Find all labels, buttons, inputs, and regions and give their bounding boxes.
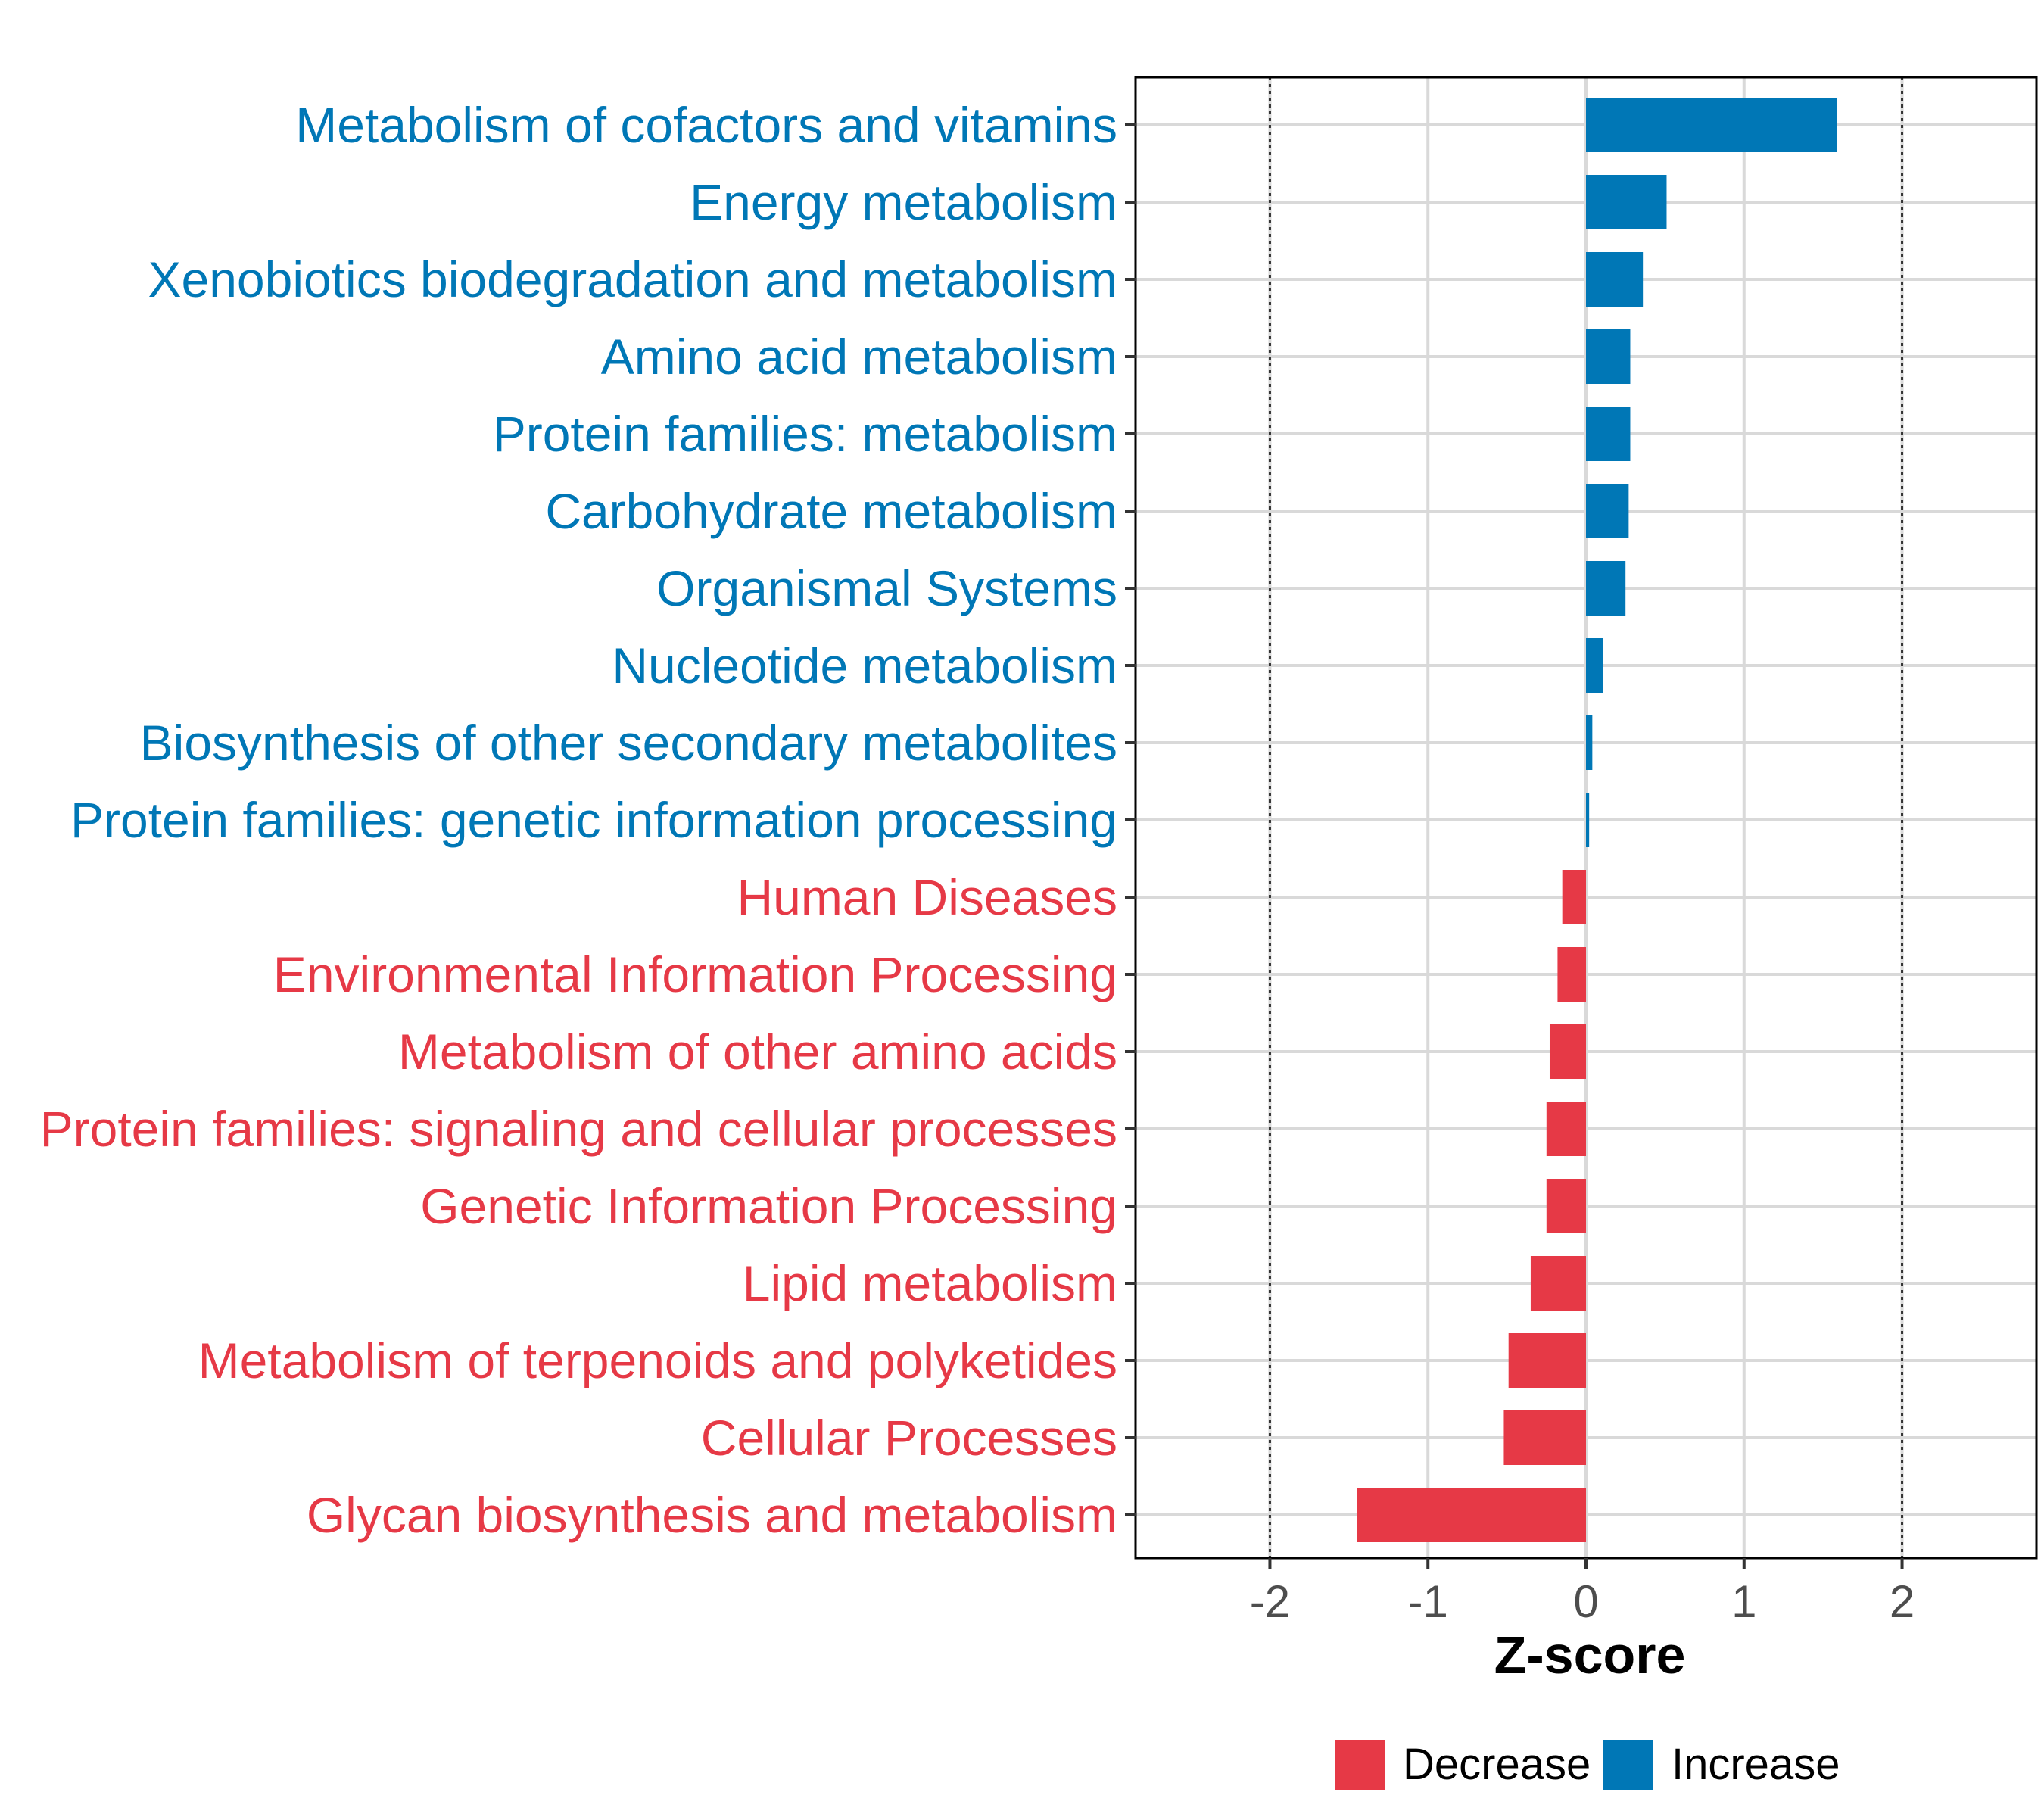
- category-label: Carbohydrate metabolism: [545, 483, 1117, 539]
- bar-increase: [1586, 561, 1626, 616]
- bar-decrease: [1562, 870, 1586, 924]
- category-label: Metabolism of other amino acids: [398, 1024, 1117, 1080]
- legend-key-decrease: [1335, 1740, 1385, 1790]
- bar-decrease: [1546, 1102, 1586, 1156]
- bar-decrease: [1530, 1256, 1586, 1311]
- x-tick-label: -2: [1250, 1576, 1290, 1627]
- bar-increase: [1586, 638, 1603, 693]
- bar-decrease: [1503, 1410, 1586, 1465]
- bar-increase: [1586, 175, 1667, 229]
- x-tick-label: 1: [1731, 1576, 1756, 1627]
- y-axis-labels: Metabolism of cofactors and vitamins Ener…: [40, 97, 1117, 1543]
- category-label: Biosynthesis of other secondary metaboli…: [140, 715, 1117, 771]
- category-label: Xenobiotics biodegradation and metabolis…: [148, 251, 1118, 307]
- category-label: Amino acid metabolism: [601, 329, 1117, 385]
- legend-key-increase: [1603, 1740, 1653, 1790]
- category-label: Metabolism of terpenoids and polyketides: [198, 1332, 1117, 1388]
- legend-item-increase: Increase: [1603, 1740, 1840, 1790]
- bar-increase: [1586, 329, 1631, 384]
- y-axis-ticks: [1125, 123, 1136, 1516]
- bar-increase: [1586, 793, 1590, 847]
- category-label: Organismal Systems: [656, 560, 1117, 616]
- reference-lines: [1268, 77, 1904, 1558]
- category-label: Cellular Processes: [701, 1410, 1117, 1466]
- legend-item-decrease: Decrease: [1335, 1740, 1591, 1790]
- bar-decrease: [1557, 947, 1586, 1002]
- x-tick-label: 0: [1573, 1576, 1598, 1627]
- bar-decrease: [1546, 1179, 1586, 1233]
- x-tick-label: -1: [1408, 1576, 1448, 1627]
- legend-label-decrease: Decrease: [1403, 1740, 1591, 1789]
- category-label: Energy metabolism: [690, 174, 1117, 230]
- category-label: Environmental Information Processing: [273, 946, 1117, 1002]
- category-label: Glycan biosynthesis and metabolism: [307, 1487, 1117, 1543]
- category-label: Lipid metabolism: [743, 1255, 1117, 1311]
- legend-label-increase: Increase: [1672, 1740, 1840, 1789]
- bar-increase: [1586, 407, 1631, 461]
- bar-decrease: [1508, 1333, 1586, 1388]
- bar-decrease: [1357, 1488, 1586, 1542]
- category-label: Human Diseases: [737, 869, 1117, 925]
- bar-increase: [1586, 484, 1629, 538]
- category-label: Protein families: metabolism: [493, 406, 1117, 462]
- bar-decrease: [1549, 1024, 1586, 1079]
- x-tick-label: 2: [1890, 1576, 1915, 1627]
- bar-increase: [1586, 252, 1644, 307]
- category-label: Protein families: signaling and cellular…: [40, 1101, 1117, 1157]
- bars: [1357, 98, 1837, 1542]
- category-label: Nucleotide metabolism: [612, 637, 1117, 693]
- x-axis-ticks: [1268, 1558, 1904, 1569]
- category-label: Metabolism of cofactors and vitamins: [295, 97, 1117, 153]
- category-label: Genetic Information Processing: [420, 1178, 1117, 1234]
- bar-increase: [1586, 715, 1593, 770]
- category-label: Protein families: genetic information pr…: [70, 792, 1117, 848]
- x-axis-labels: -2 -1 0 1 2: [1250, 1576, 1915, 1627]
- x-axis-title: Z-score: [1494, 1625, 1686, 1685]
- legend: Decrease Increase: [1335, 1740, 1840, 1790]
- bar-increase: [1586, 98, 1837, 152]
